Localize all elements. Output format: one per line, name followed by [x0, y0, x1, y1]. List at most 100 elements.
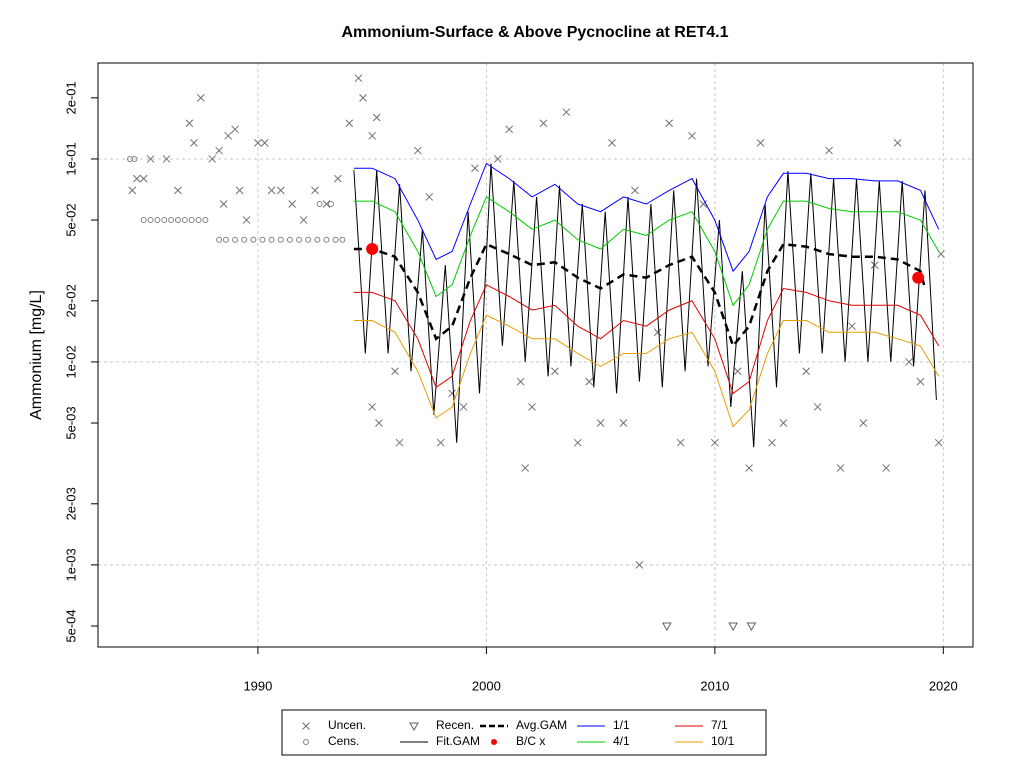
- cross: [359, 94, 367, 102]
- y-tick-label: 1e-01: [63, 142, 78, 175]
- cross: [631, 186, 639, 195]
- marker-x: [235, 186, 244, 195]
- legend-entry: Uncen.: [302, 718, 366, 732]
- marker-x: [372, 113, 381, 122]
- cross: [413, 146, 422, 155]
- legend-label: Recen.: [436, 718, 474, 732]
- marker-x: [311, 186, 319, 195]
- marker-x: [196, 94, 205, 102]
- cross: [733, 367, 742, 376]
- legend-entry: 4/1: [577, 734, 630, 748]
- marker-v: [746, 622, 757, 632]
- marker-o: [131, 155, 138, 162]
- marker-x: [768, 438, 776, 447]
- cross: [276, 186, 285, 195]
- x-tick-label: 2000: [472, 678, 501, 693]
- cross: [174, 186, 182, 195]
- marker-x: [521, 464, 530, 472]
- marker-o: [232, 236, 239, 243]
- y-tick-label: 1e-03: [63, 548, 78, 581]
- marker-x: [665, 119, 674, 128]
- marker-x: [516, 377, 525, 386]
- marker-o: [259, 236, 266, 243]
- series-line: [353, 284, 940, 395]
- marker-x: [471, 164, 479, 173]
- cross: [934, 438, 943, 447]
- circle: [140, 217, 147, 224]
- marker-x: [937, 250, 945, 258]
- marker-o: [332, 236, 339, 243]
- marker-x: [688, 131, 696, 140]
- cross: [311, 186, 319, 195]
- cross: [585, 377, 594, 386]
- marker-x: [934, 438, 943, 447]
- cross: [436, 438, 445, 447]
- marker-dot: [366, 243, 379, 256]
- triangle: [662, 622, 672, 632]
- marker-x: [893, 139, 902, 147]
- marker-x: [260, 139, 269, 147]
- circle: [332, 236, 339, 243]
- marker-x: [267, 186, 276, 195]
- y-tick-label: 5e-03: [63, 406, 78, 439]
- cross: [619, 419, 628, 427]
- marker-x: [528, 403, 536, 411]
- cross: [813, 403, 822, 411]
- cross: [905, 358, 913, 366]
- marker-x: [802, 367, 811, 376]
- marker-x: [132, 174, 141, 183]
- marker-o: [241, 236, 248, 243]
- marker-x: [354, 74, 363, 83]
- legend-entry: Cens.: [303, 734, 359, 748]
- cross: [459, 403, 468, 411]
- marker-x: [779, 419, 788, 427]
- cross: [688, 131, 696, 140]
- marker-o: [286, 236, 293, 243]
- cross: [676, 438, 685, 447]
- y-tick-label: 2e-01: [63, 81, 78, 114]
- cross: [471, 164, 479, 173]
- cross: [235, 186, 244, 195]
- marker-x: [608, 139, 616, 147]
- circle: [314, 236, 321, 243]
- triangle: [746, 622, 757, 632]
- marker-o: [296, 236, 303, 243]
- circle: [339, 236, 346, 243]
- x-tick-label: 2020: [929, 678, 958, 693]
- marker-x: [448, 389, 456, 398]
- marker-x: [391, 367, 399, 376]
- marker-o: [154, 217, 161, 224]
- x-tick-label: 2010: [700, 678, 729, 693]
- marker-o: [316, 200, 323, 207]
- marker-x: [539, 119, 548, 128]
- cross: [768, 438, 776, 447]
- cross: [368, 403, 377, 411]
- cross: [528, 403, 536, 411]
- marker-o: [268, 236, 275, 243]
- cross: [215, 146, 223, 155]
- marker-x: [882, 464, 891, 472]
- marker-o: [250, 236, 257, 243]
- marker-x: [491, 739, 497, 745]
- marker-x: [345, 119, 354, 128]
- plot-frame: [97, 62, 974, 648]
- marker-x: [375, 419, 383, 427]
- cross: [802, 367, 811, 376]
- marker-x: [733, 367, 742, 376]
- cross: [190, 139, 198, 147]
- cross: [267, 186, 276, 195]
- cross: [254, 139, 262, 147]
- marker-x: [836, 464, 845, 472]
- cross: [836, 464, 845, 472]
- circle: [241, 236, 248, 243]
- legend-entry: Recen.: [409, 718, 474, 732]
- marker-x: [551, 367, 559, 376]
- cross: [128, 186, 137, 195]
- marker-x: [710, 438, 719, 447]
- circle: [232, 236, 239, 243]
- marker-o: [147, 217, 154, 224]
- marker-x: [288, 200, 297, 208]
- legend-label: Uncen.: [328, 718, 366, 732]
- marker-x: [573, 438, 582, 447]
